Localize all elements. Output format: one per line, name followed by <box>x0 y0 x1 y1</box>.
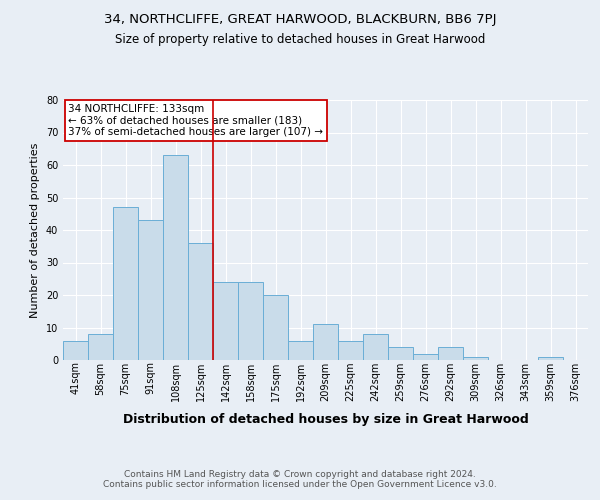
Bar <box>363 334 388 360</box>
Bar <box>163 155 188 360</box>
Bar <box>313 324 338 360</box>
Bar <box>338 340 363 360</box>
Bar <box>438 347 463 360</box>
Y-axis label: Number of detached properties: Number of detached properties <box>30 142 40 318</box>
Bar <box>63 340 88 360</box>
Bar <box>138 220 163 360</box>
Bar <box>463 357 488 360</box>
Bar <box>188 243 213 360</box>
Bar <box>113 207 138 360</box>
Text: Contains HM Land Registry data © Crown copyright and database right 2024.
Contai: Contains HM Land Registry data © Crown c… <box>103 470 497 490</box>
Text: 34, NORTHCLIFFE, GREAT HARWOOD, BLACKBURN, BB6 7PJ: 34, NORTHCLIFFE, GREAT HARWOOD, BLACKBUR… <box>104 12 496 26</box>
Bar <box>538 357 563 360</box>
Bar <box>288 340 313 360</box>
Bar <box>388 347 413 360</box>
Text: Distribution of detached houses by size in Great Harwood: Distribution of detached houses by size … <box>123 412 529 426</box>
Text: 34 NORTHCLIFFE: 133sqm
← 63% of detached houses are smaller (183)
37% of semi-de: 34 NORTHCLIFFE: 133sqm ← 63% of detached… <box>68 104 323 137</box>
Bar <box>413 354 438 360</box>
Bar <box>88 334 113 360</box>
Bar <box>238 282 263 360</box>
Bar <box>213 282 238 360</box>
Text: Size of property relative to detached houses in Great Harwood: Size of property relative to detached ho… <box>115 32 485 46</box>
Bar <box>263 295 288 360</box>
